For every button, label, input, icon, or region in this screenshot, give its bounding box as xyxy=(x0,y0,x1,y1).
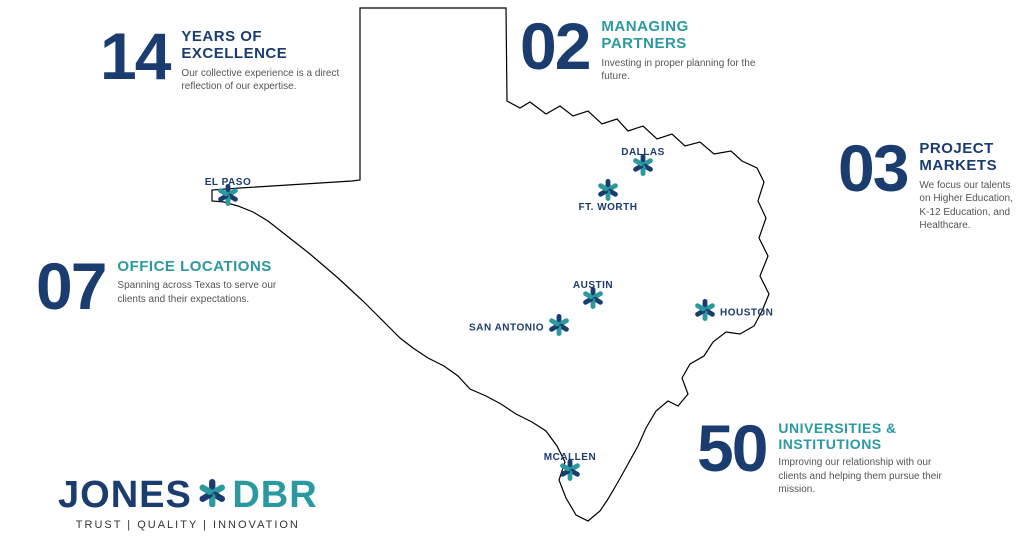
logo: JONES DBR TRUST | QUALITY | INNOVATION xyxy=(58,474,318,531)
asterisk-icon xyxy=(559,459,581,486)
asterisk-icon xyxy=(217,184,239,211)
stat-office-locations: 07 OFFICE LOCATIONS Spanning across Texa… xyxy=(36,258,287,314)
city-label: DALLAS xyxy=(621,147,665,158)
stat-title: OFFICE LOCATIONS xyxy=(117,258,287,275)
logo-text-jones: JONES xyxy=(58,474,192,517)
stat-number: 02 xyxy=(520,18,589,74)
stat-desc: Improving our relationship with our clie… xyxy=(778,456,948,497)
asterisk-icon xyxy=(694,299,716,326)
stat-number: 03 xyxy=(838,140,907,196)
city-marker-ft-worth: FT. WORTH xyxy=(597,179,619,206)
logo-tagline: TRUST | QUALITY | INNOVATION xyxy=(58,519,318,531)
stat-desc: Our collective experience is a direct re… xyxy=(181,67,351,94)
city-marker-mcallen: MCALLEN xyxy=(559,459,581,486)
city-label: MCALLEN xyxy=(544,452,596,463)
asterisk-icon xyxy=(548,314,570,341)
stat-title: UNIVERSITIES & INSTITUTIONS xyxy=(778,420,948,452)
stat-desc: We focus our talents on Higher Education… xyxy=(919,179,1024,233)
stat-desc: Spanning across Texas to serve our clien… xyxy=(117,279,287,306)
city-label: FT. WORTH xyxy=(579,202,638,213)
city-label: EL PASO xyxy=(205,177,251,188)
city-marker-austin: AUSTIN xyxy=(582,287,604,314)
stat-project-markets: 03 PROJECT MARKETS We focus our talents … xyxy=(838,140,1024,233)
stat-number: 07 xyxy=(36,258,105,314)
city-marker-el-paso: EL PASO xyxy=(217,184,239,211)
stat-title: MANAGING PARTNERS xyxy=(601,18,771,53)
stat-years-of-excellence: 14 YEARS OF EXCELLENCE Our collective ex… xyxy=(100,28,351,94)
city-label: AUSTIN xyxy=(573,280,613,291)
city-marker-dallas: DALLAS xyxy=(632,154,654,181)
stat-number: 50 xyxy=(697,420,766,476)
stat-managing-partners: 02 MANAGING PARTNERS Investing in proper… xyxy=(520,18,771,84)
logo-text-dbr: DBR xyxy=(232,474,317,517)
city-marker-houston: HOUSTON xyxy=(694,299,716,326)
stat-title: YEARS OF EXCELLENCE xyxy=(181,28,351,63)
asterisk-icon xyxy=(198,479,227,513)
stat-universities-institutions: 50 UNIVERSITIES & INSTITUTIONS Improving… xyxy=(697,420,948,497)
city-marker-san-antonio: SAN ANTONIO xyxy=(548,314,570,341)
city-label: SAN ANTONIO xyxy=(469,322,544,333)
stat-number: 14 xyxy=(100,28,169,84)
stat-title: PROJECT MARKETS xyxy=(919,140,1024,175)
stat-desc: Investing in proper planning for the fut… xyxy=(601,57,771,84)
asterisk-icon xyxy=(632,154,654,181)
asterisk-icon xyxy=(582,287,604,314)
city-label: HOUSTON xyxy=(720,307,773,318)
